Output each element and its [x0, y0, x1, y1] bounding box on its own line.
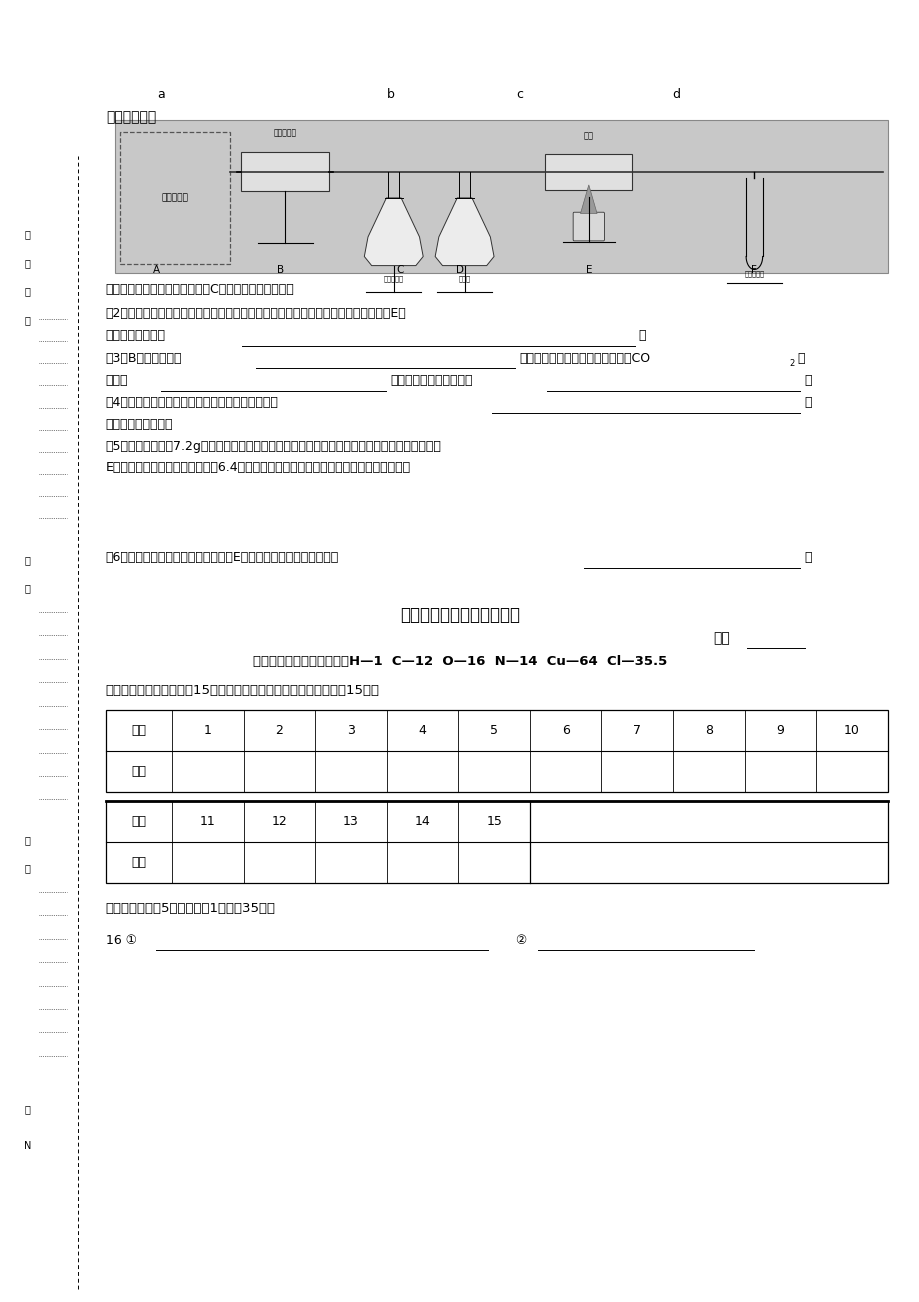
Text: 。: 。 [803, 551, 811, 564]
Text: 一、选择题（本大题包括15小题，每题只有一个选项符合要求，共15分）: 一、选择题（本大题包括15小题，每题只有一个选项符合要求，共15分） [106, 684, 380, 697]
Text: 初三化学反馈练习卷答题卷: 初三化学反馈练习卷答题卷 [400, 605, 519, 624]
Text: 无水硫酸铜: 无水硫酸铜 [273, 129, 297, 137]
Text: 内: 内 [25, 1104, 30, 1115]
Text: 。: 。 [803, 396, 811, 409]
FancyBboxPatch shape [573, 212, 604, 241]
Text: 浓硫酸: 浓硫酸 [458, 275, 471, 283]
Text: 答: 答 [25, 555, 30, 565]
Text: 可能用到的相对原子质量：H—1  C—12  O—16  N—14  Cu—64  Cl—35.5: 可能用到的相对原子质量：H—1 C—12 O—16 N—14 Cu—64 Cl—… [253, 655, 666, 668]
Text: c: c [516, 89, 523, 100]
Text: C: C [396, 264, 403, 275]
Text: 2: 2 [275, 724, 283, 737]
Text: 。: 。 [803, 374, 811, 387]
Text: 准: 准 [25, 229, 30, 240]
Text: 赤铜: 赤铜 [584, 132, 593, 139]
Text: 。: 。 [638, 329, 645, 342]
Text: 题: 题 [25, 583, 30, 594]
Text: 题号: 题号 [131, 815, 146, 828]
Text: 场: 场 [25, 863, 30, 874]
Text: F: F [751, 264, 756, 275]
Text: （5）称取赤铜样品7.2g（假设样品是纯净物），用上述装置进行实验，待赤铜完全反应后，测得: （5）称取赤铜样品7.2g（假设样品是纯净物），用上述装置进行实验，待赤铜完全反… [106, 440, 441, 453]
Text: 4: 4 [418, 724, 426, 737]
Text: 6: 6 [562, 724, 569, 737]
FancyBboxPatch shape [106, 710, 887, 792]
Text: （3）B装置的作用是: （3）B装置的作用是 [106, 352, 182, 365]
FancyBboxPatch shape [544, 154, 632, 190]
Text: 16 ①: 16 ① [106, 934, 137, 947]
Text: （4）从环保角度考虑，该套实验装置的明显缺陷是: （4）从环保角度考虑，该套实验装置的明显缺陷是 [106, 396, 278, 409]
FancyBboxPatch shape [115, 120, 887, 273]
FancyBboxPatch shape [241, 152, 329, 191]
Text: 用上图所示装置进行实验（装置C中澄清石灰水足量）：: 用上图所示装置进行实验（装置C中澄清石灰水足量）： [106, 283, 294, 296]
Text: 7: 7 [632, 724, 641, 737]
Text: 【数据分析与计算】: 【数据分析与计算】 [106, 418, 173, 431]
FancyBboxPatch shape [106, 801, 887, 883]
Polygon shape [364, 198, 423, 266]
Text: b: b [387, 89, 394, 100]
Text: a: a [157, 89, 165, 100]
Text: 的: 的 [797, 352, 804, 365]
Text: 10: 10 [843, 724, 859, 737]
Text: 14: 14 [414, 815, 430, 828]
Text: 答案: 答案 [131, 855, 146, 868]
Text: 证: 证 [25, 286, 30, 297]
Text: 12: 12 [271, 815, 287, 828]
Text: 13: 13 [343, 815, 358, 828]
Text: 。证明草酸晶体的热分解产物中有CO: 。证明草酸晶体的热分解产物中有CO [518, 352, 650, 365]
Text: 15: 15 [485, 815, 502, 828]
Text: ②: ② [515, 934, 526, 947]
Text: 11: 11 [199, 815, 215, 828]
Text: 的酒精灯，原因是: 的酒精灯，原因是 [106, 329, 165, 342]
Text: 二、（本大题共5小题，每空1分，共35分）: 二、（本大题共5小题，每空1分，共35分） [106, 902, 276, 915]
Text: ，该反应的化学方程式为: ，该反应的化学方程式为 [390, 374, 472, 387]
Text: 3: 3 [346, 724, 355, 737]
Text: d: d [672, 89, 679, 100]
Text: 题号: 题号 [131, 724, 146, 737]
Text: 热分解装置: 热分解装置 [161, 194, 188, 202]
Text: 澄清石灰水: 澄清石灰水 [383, 275, 403, 283]
Text: 1: 1 [204, 724, 211, 737]
Text: 8: 8 [704, 724, 712, 737]
Text: 得分: 得分 [712, 631, 729, 644]
Text: 5: 5 [490, 724, 497, 737]
Text: （6）根据你求出的赤铜化学式，写出E装置中发生反应的化学方程式: （6）根据你求出的赤铜化学式，写出E装置中发生反应的化学方程式 [106, 551, 339, 564]
Text: N: N [24, 1141, 31, 1151]
Text: E: E [584, 264, 592, 275]
Text: 号: 号 [25, 315, 30, 326]
Text: D: D [456, 264, 463, 275]
Polygon shape [580, 185, 596, 214]
Text: 考: 考 [25, 835, 30, 845]
Text: 澄清石灰水: 澄清石灰水 [743, 270, 764, 277]
Text: 现象是: 现象是 [106, 374, 128, 387]
Text: 2: 2 [789, 359, 794, 367]
Text: 考: 考 [25, 258, 30, 268]
Text: 9: 9 [776, 724, 784, 737]
Text: 答案: 答案 [131, 764, 146, 777]
Text: E装置玻璃管内固体粉末的质量为6.4克，试计算确定该赤铜的化学式。（写出计算过程）: E装置玻璃管内固体粉末的质量为6.4克，试计算确定该赤铜的化学式。（写出计算过程… [106, 461, 411, 474]
Text: 【问题讨论】: 【问题讨论】 [106, 111, 156, 124]
Text: A: A [153, 264, 160, 275]
Text: B: B [277, 264, 284, 275]
Polygon shape [435, 198, 494, 266]
Text: （2）该兴趣小组进行上述实验时，先点燃热分解装置中的酒精灯，一段时间后再点燃E处: （2）该兴趣小组进行上述实验时，先点燃热分解装置中的酒精灯，一段时间后再点燃E处 [106, 307, 406, 320]
